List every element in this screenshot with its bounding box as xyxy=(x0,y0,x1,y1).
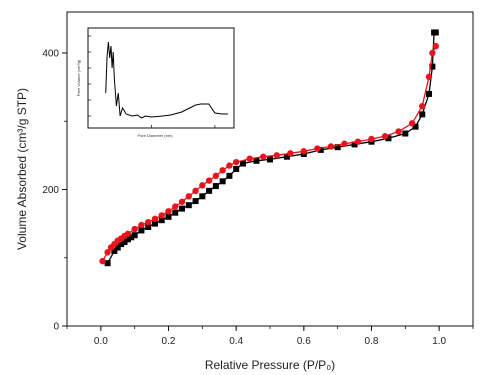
data-point-square xyxy=(172,209,179,216)
data-point-circle xyxy=(199,182,206,189)
data-point-square xyxy=(114,244,121,251)
data-point-circle xyxy=(408,120,416,127)
data-point-circle xyxy=(99,257,106,265)
data-point-square xyxy=(104,260,111,267)
data-point-circle xyxy=(145,219,152,226)
data-point-square xyxy=(412,123,419,130)
data-point-circle xyxy=(219,167,226,174)
inset-series-line xyxy=(105,41,228,119)
data-point-square xyxy=(151,220,158,227)
data-point-square xyxy=(385,135,392,142)
data-point-square xyxy=(124,236,131,243)
data-point-circle xyxy=(425,73,433,81)
data-point-circle xyxy=(151,215,159,223)
data-point-square xyxy=(239,160,246,167)
data-point-circle xyxy=(138,221,145,229)
data-point-square xyxy=(212,183,219,190)
x-tick-label: 0.8 xyxy=(365,336,379,347)
data-point-circle xyxy=(104,249,111,256)
data-point-square xyxy=(206,187,213,194)
data-point-circle xyxy=(165,208,172,215)
data-point-circle xyxy=(287,150,294,157)
data-point-square xyxy=(192,198,199,205)
data-point-square xyxy=(317,146,324,153)
data-point-square xyxy=(419,111,426,118)
main-plot: 0.0 0.2 0.4 0.6 0.8 1.0 0 200 400 Relative Pressu… xyxy=(15,11,474,372)
data-point-circle xyxy=(212,172,220,180)
data-point-circle xyxy=(192,187,199,195)
data-point-circle xyxy=(300,148,308,155)
data-point-circle xyxy=(341,140,348,147)
data-point-circle xyxy=(226,162,233,169)
data-point-square xyxy=(185,202,192,209)
data-point-square xyxy=(283,153,290,160)
data-point-square xyxy=(158,217,165,224)
data-point-square xyxy=(145,224,152,231)
data-point-circle xyxy=(432,42,439,50)
data-point-circle xyxy=(158,212,165,219)
data-point-circle xyxy=(354,138,362,145)
x-axis-title: Relative Pressure (P/P₀) xyxy=(205,358,335,372)
x-tick-label: 0.0 xyxy=(94,336,108,347)
data-point-circle xyxy=(260,153,267,160)
data-point-square xyxy=(253,157,260,164)
data-point-circle xyxy=(314,145,321,152)
data-point-square xyxy=(199,193,206,200)
data-point-circle xyxy=(205,177,213,184)
inset-plot: Pore Diameter (nm) Pore Volume (cm³/g) xyxy=(76,27,235,138)
data-point-square xyxy=(165,213,172,220)
data-point-circle xyxy=(172,203,179,210)
data-point-circle xyxy=(124,230,132,238)
data-point-square xyxy=(121,239,128,246)
data-point-circle xyxy=(419,103,426,110)
data-point-square xyxy=(429,63,436,70)
data-point-circle xyxy=(246,155,253,162)
data-point-square xyxy=(128,234,135,241)
x-tick-label: 0.6 xyxy=(297,336,311,347)
y-tick-label: 400 xyxy=(42,48,59,59)
inset-x-axis-title: Pore Diameter (nm) xyxy=(137,133,173,138)
data-point-square xyxy=(111,247,118,254)
data-point-square xyxy=(179,205,186,212)
data-point-square xyxy=(432,29,439,36)
data-point-square xyxy=(426,90,433,97)
data-point-circle xyxy=(395,128,402,135)
data-point-circle xyxy=(368,135,375,143)
data-point-square xyxy=(118,241,125,248)
data-point-square xyxy=(219,178,226,185)
data-point-square xyxy=(138,227,145,234)
x-tick-label: 0.2 xyxy=(162,336,176,347)
y-tick-label: 0 xyxy=(53,322,59,333)
data-point-circle xyxy=(327,143,335,150)
data-point-square xyxy=(233,166,240,172)
data-point-circle xyxy=(185,193,192,200)
data-point-circle xyxy=(381,133,389,140)
data-point-circle xyxy=(131,225,138,233)
y-tick-label: 200 xyxy=(42,185,59,196)
data-point-circle xyxy=(273,152,280,159)
inset-y-axis-title: Pore Volume (cm³/g) xyxy=(76,59,81,96)
data-point-circle xyxy=(429,49,436,57)
data-point-square xyxy=(351,141,358,148)
data-point-square xyxy=(334,144,341,151)
data-point-square xyxy=(402,130,409,137)
data-point-circle xyxy=(178,198,186,205)
y-axis-title: Volume Absorbed (cm³/g STP) xyxy=(15,88,29,250)
x-tick-label: 1.0 xyxy=(432,336,446,347)
data-point-square xyxy=(226,172,233,179)
data-point-circle xyxy=(232,158,240,166)
inset-frame xyxy=(87,27,235,129)
data-point-square xyxy=(131,232,138,239)
data-point-square xyxy=(267,156,273,163)
x-tick-label: 0.4 xyxy=(229,336,243,347)
